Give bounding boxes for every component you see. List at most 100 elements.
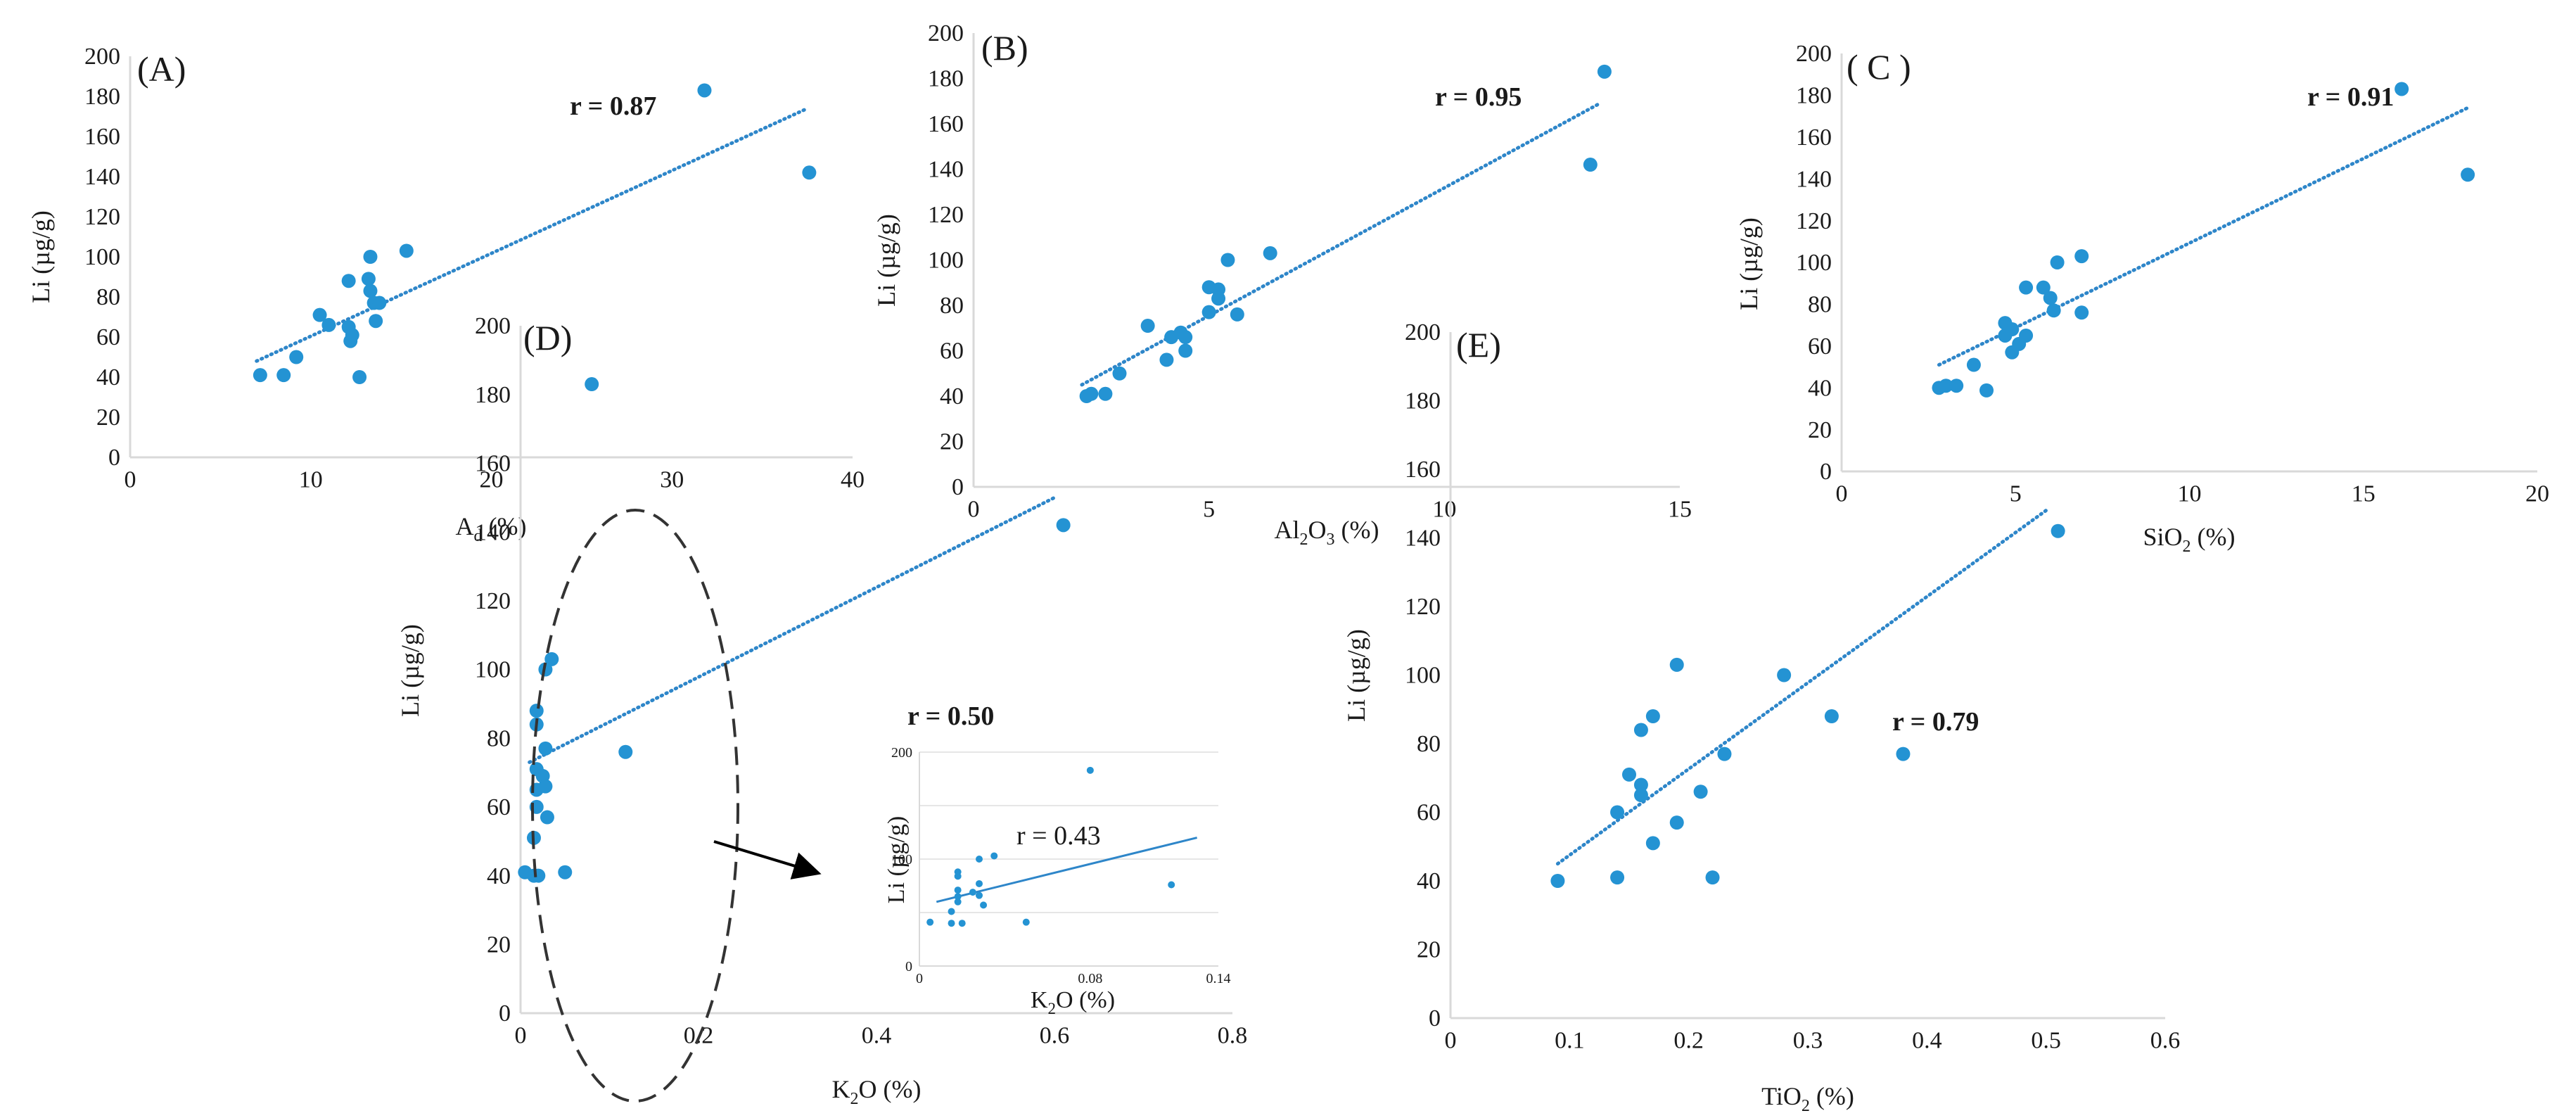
data-point [1633,723,1648,737]
data-point [585,377,599,392]
data-point [1777,668,1792,682]
data-point [1979,383,1994,398]
y-tick-label: 140 [928,157,964,183]
data-point [1178,343,1193,358]
y-tick-label: 0 [108,445,120,471]
y-axis-title: Li (µg/g) [872,214,900,307]
data-point [1705,870,1720,885]
y-tick-label: 120 [84,204,120,230]
y-tick-label: 80 [1417,731,1441,757]
data-point [1230,307,1244,322]
panel-0: 0 20 40 60 80 100 120 140 160 180 200 0 10 20 30 40 (A) r… [27,44,865,545]
x-tick-label: 10 [2178,481,2202,507]
data-point [276,368,291,383]
y-tick-label: 200 [1405,319,1441,345]
data-point [1610,870,1625,885]
x-tick-label: 0.6 [1040,1023,1070,1049]
x-tick-label: 20 [480,467,504,493]
trendline [1937,106,2470,367]
correlation-annotation: r = 0.95 [1435,82,1522,112]
y-tick-label: 100 [1405,663,1441,689]
data-point [1263,246,1277,260]
data-point [2074,305,2089,320]
data-point [1098,386,1113,401]
y-tick-label: 60 [1808,334,1832,360]
y-tick-label: 80 [940,293,964,319]
x-axis-title: SiO2 (%) [2143,523,2236,556]
y-tick-label: 60 [487,794,511,820]
data-point [1597,64,1612,79]
inset-data-point [954,887,962,894]
data-point [540,810,554,825]
inset-data-point [958,920,966,927]
data-point [1211,291,1226,306]
y-tick-label: 120 [928,202,964,228]
inset-y-tick-label: 200 [891,745,912,761]
x-axis-title: Ad (%) [456,512,527,545]
y-tick-label: 180 [928,66,964,92]
data-point [802,165,817,180]
y-axis-title: Li (µg/g) [1735,217,1763,310]
y-tick-label: 180 [475,382,511,408]
trendline [255,106,810,363]
data-point [1717,747,1732,761]
x-tick-label: 0 [515,1023,527,1049]
data-point [1610,805,1625,820]
x-tick-label: 0.5 [2031,1028,2061,1054]
trendline [1555,509,2048,866]
highlight-ellipse [531,509,739,1103]
data-point [1896,747,1911,761]
y-tick-label: 180 [1405,388,1441,414]
data-point [361,272,376,286]
x-tick-label: 0.4 [1912,1028,1942,1054]
y-tick-label: 20 [487,932,511,958]
data-point [1633,777,1648,792]
y-tick-label: 140 [84,164,120,190]
inset-chart: 0 100 200 0 0.08 0.14 r = 0.43 Li (µg/g) K2O (%) [884,745,1231,1017]
y-axis-title: Li (µg/g) [27,210,55,303]
inset-data-point [976,891,983,899]
data-point [289,350,304,364]
y-tick-label: 180 [84,84,120,110]
data-point [1583,158,1598,172]
trendline [528,495,1057,764]
x-axis-title: K2O (%) [832,1075,922,1108]
data-point [363,284,378,298]
data-point [1178,330,1193,345]
inset-x-tick-label: 0 [916,971,923,986]
data-point [1622,767,1636,782]
data-point [531,868,546,883]
y-tick-label: 40 [487,863,511,889]
panel-2: 0 20 40 60 80 100 120 140 160 180 200 0 5 10 15 20 ( C )… [1735,41,2549,556]
y-tick-label: 0 [952,474,964,500]
data-point [1159,352,1174,367]
y-tick-label: 140 [1796,166,1832,192]
data-point [2036,280,2051,295]
data-point [1645,709,1660,723]
y-tick-label: 100 [928,248,964,274]
y-tick-label: 20 [1417,937,1441,963]
data-point [2019,328,2034,343]
data-point [1693,784,1708,799]
inset-data-point [1168,881,1175,889]
y-tick-label: 200 [1796,41,1832,67]
data-point [352,370,367,384]
y-tick-label: 40 [1417,868,1441,894]
x-tick-label: 0 [968,497,980,523]
inset-data-point [954,872,962,880]
x-tick-label: 0 [1445,1028,1457,1054]
y-tick-label: 0 [499,1001,511,1027]
y-tick-label: 160 [928,111,964,137]
y-tick-label: 60 [96,324,120,350]
y-tick-label: 80 [96,284,120,310]
inset-x-tick-label: 0.14 [1206,971,1231,986]
data-point [1056,518,1071,533]
y-tick-label: 60 [940,338,964,364]
data-point [1633,788,1648,803]
data-point [2046,303,2061,318]
x-tick-label: 0 [125,467,136,493]
x-tick-label: 40 [841,467,865,493]
panel-label: (B) [981,28,1028,68]
panel-label: (E) [1456,325,1501,364]
